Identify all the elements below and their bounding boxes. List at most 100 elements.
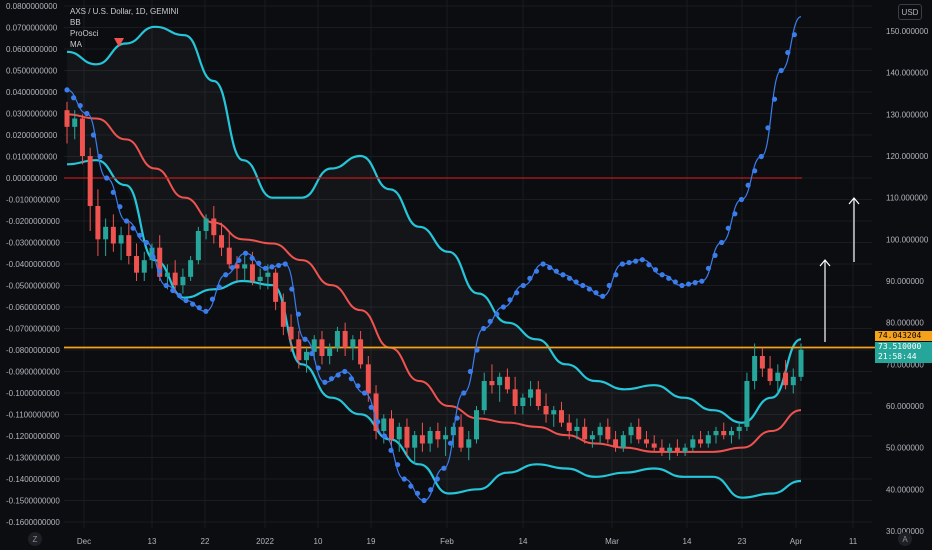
oscillator-dot xyxy=(282,261,288,267)
right-axis-label: 140.000000 xyxy=(886,69,929,78)
legend-bb[interactable]: BB xyxy=(70,18,81,27)
candle-body xyxy=(396,426,402,440)
left-axis-label: -0.0300000000 xyxy=(6,239,60,248)
candle-body xyxy=(311,339,317,352)
currency-badge[interactable]: USD xyxy=(898,4,922,20)
oscillator-dot xyxy=(461,390,467,396)
oscillator-dot xyxy=(203,308,209,314)
candle-body xyxy=(790,376,796,386)
oscillator-dot xyxy=(77,103,83,109)
oscillator-dot xyxy=(474,347,480,353)
candle-body xyxy=(636,426,642,440)
candle-body xyxy=(643,439,649,444)
oscillator-dot xyxy=(84,110,90,117)
annotations xyxy=(114,38,860,342)
candle-body xyxy=(249,264,255,281)
legend-ma[interactable]: MA xyxy=(70,40,82,49)
oscillator-dot xyxy=(97,153,103,160)
oscillator-dot xyxy=(150,254,156,260)
oscillator-dot xyxy=(540,261,546,267)
left-axis-label: 0.0100000000 xyxy=(6,153,58,162)
oscillator-dot xyxy=(190,301,196,307)
oscillator-dot xyxy=(712,252,718,258)
axes: 0.0800000000 0.0700000000 0.0600000000 0.05… xyxy=(6,2,929,546)
oscillator-dot xyxy=(289,286,295,292)
candle-body xyxy=(775,372,781,381)
time-axis-label: 11 xyxy=(849,537,858,546)
oscillator-dot xyxy=(447,440,454,446)
left-axis-label: -0.1400000000 xyxy=(6,475,60,484)
oscillator-dot xyxy=(216,284,222,290)
candle-body xyxy=(358,339,364,365)
candle-body xyxy=(597,426,603,436)
auto-scale-icon[interactable]: A xyxy=(898,532,912,546)
right-axis-label: 120.000000 xyxy=(886,152,929,161)
timezone-icon[interactable]: Z xyxy=(28,532,42,546)
left-axis-label: -0.1100000000 xyxy=(6,411,60,420)
up-arrow-head xyxy=(848,197,860,205)
oscillator-dot xyxy=(249,255,255,261)
oscillator-dot xyxy=(480,325,487,332)
time-axis-label: 13 xyxy=(148,537,157,546)
candle-body xyxy=(558,410,564,423)
candle-body xyxy=(574,426,580,431)
legend-symbol: AXS / U.S. Dollar, 1D, GEMINI xyxy=(70,7,179,16)
oscillator-dot xyxy=(606,282,612,289)
oscillator-dot xyxy=(71,95,77,101)
left-axis-label: -0.0200000000 xyxy=(6,217,60,226)
candle-body xyxy=(79,118,85,156)
oscillator-dot xyxy=(646,262,652,268)
candle-body xyxy=(203,218,209,231)
oscillator-dot xyxy=(500,304,507,310)
oscillator-dot xyxy=(514,290,520,296)
chart-legend: AXS / U.S. Dollar, 1D, GEMINI BB ProOsci… xyxy=(70,6,178,50)
candle-body xyxy=(365,364,371,394)
candle-body xyxy=(273,272,279,302)
oscillator-dot xyxy=(613,272,619,278)
oscillator-dot xyxy=(547,264,553,271)
oscillator-dot xyxy=(699,278,705,284)
oscillator-dot xyxy=(64,87,70,93)
candle-body xyxy=(103,226,109,240)
candle-body xyxy=(466,439,472,448)
time-axis-label: Feb xyxy=(440,537,454,546)
oscillator-dot xyxy=(276,262,282,269)
candle-body xyxy=(744,381,750,427)
candle-body xyxy=(95,206,101,240)
oscillator-dot xyxy=(520,282,526,289)
candle-body xyxy=(157,247,163,277)
candle-body xyxy=(543,406,549,415)
oscillator-dot xyxy=(328,376,335,382)
candle-body xyxy=(798,349,804,377)
right-axis-label: 100.000000 xyxy=(886,235,929,244)
oscillator-dot xyxy=(355,383,361,389)
legend-prooscil[interactable]: ProOsci xyxy=(70,29,99,38)
oscillator-dot xyxy=(104,175,110,181)
candle-body xyxy=(520,397,526,406)
candle-body xyxy=(265,272,271,277)
oscillator-dot xyxy=(428,487,434,493)
orange-line-price-label: 74.043204 xyxy=(875,331,932,341)
left-axis-label: 0.0400000000 xyxy=(6,88,58,97)
bb-lower-line xyxy=(66,159,802,499)
left-axis-label: -0.0900000000 xyxy=(6,368,60,377)
left-axis-label: 0.0200000000 xyxy=(6,131,58,140)
candles xyxy=(64,101,804,465)
oscillator-dot xyxy=(408,483,414,489)
right-axis-label: 150.000000 xyxy=(886,27,929,36)
oscillator-dot xyxy=(414,490,421,496)
candle-body xyxy=(682,447,688,452)
candle-body xyxy=(473,410,479,440)
oscillator-dot xyxy=(758,153,764,160)
candle-body xyxy=(443,435,449,440)
right-axis-label: 80.000000 xyxy=(886,319,924,328)
candle-body xyxy=(381,418,387,431)
candle-body xyxy=(489,381,495,386)
oscillator-dot xyxy=(659,272,665,278)
candle-body xyxy=(304,351,310,361)
oscillator-dot xyxy=(593,290,599,296)
candle-body xyxy=(195,231,201,261)
current-price-value: 73.510000 xyxy=(878,342,922,351)
candle-body xyxy=(257,276,263,281)
